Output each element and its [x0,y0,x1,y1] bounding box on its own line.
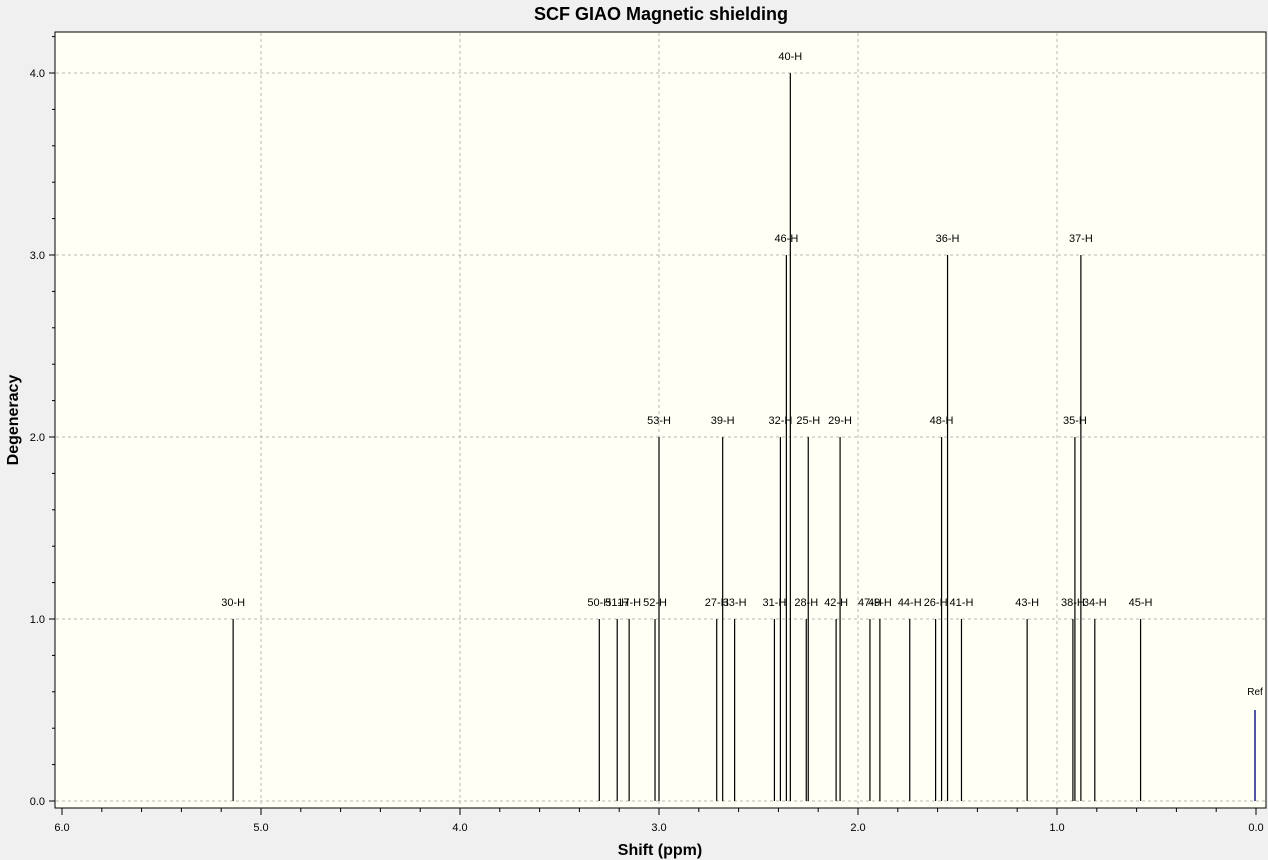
y-tick-label: 4.0 [30,68,45,80]
y-tick-label: 0.0 [30,796,45,808]
peak-label-17-H: 17-H [617,597,641,609]
peak-label-49-H: 49-H [868,597,892,609]
peak-label-30-H: 30-H [221,597,245,609]
peak-label-25-H: 25-H [796,415,820,427]
reference-label: Ref [1247,687,1263,698]
y-axis-label: Degeneracy [5,375,22,466]
x-axis-label: Shift (ppm) [618,842,702,859]
peak-label-52-H: 52-H [643,597,667,609]
chart-title: SCF GIAO Magnetic shielding [534,4,788,24]
x-tick-label: 3.0 [651,822,666,834]
peak-label-42-H: 42-H [824,597,848,609]
peak-label-26-H: 26-H [924,597,948,609]
peak-label-35-H: 35-H [1063,415,1087,427]
peak-label-37-H: 37-H [1069,233,1093,245]
grid-lines [56,33,1265,807]
peak-label-36-H: 36-H [936,233,960,245]
x-tick-label: 1.0 [1049,822,1064,834]
peak-label-33-H: 33-H [723,597,747,609]
peak-label-34-H: 34-H [1083,597,1107,609]
peak-label-40-H: 40-H [778,51,802,63]
x-tick-label: 6.0 [54,822,69,834]
x-tick-label: 5.0 [253,822,268,834]
peak-label-38-H: 38-H [1061,597,1085,609]
peak-label-47-H: 47-H [858,597,882,609]
peak-label-32-H: 32-H [768,415,792,427]
peak-label-31-H: 31-H [762,597,786,609]
peak-label-43-H: 43-H [1015,597,1039,609]
peak-label-41-H: 41-H [950,597,974,609]
peak-label-51-H: 51-H [605,597,629,609]
peak-label-28-H: 28-H [794,597,818,609]
peaks: 30-H 50-H51-H17-H 52-H53-H27-H39-H33-H 31-H… [221,51,1263,801]
plot-area [54,31,1267,809]
axes: 6.0 5.0 4.0 3.0 2.0 1.0 0.0 0.0 1.0 2.0 3.0 4.0 [30,36,1264,834]
y-tick-label: 3.0 [30,250,45,262]
peak-label-29-H: 29-H [828,415,852,427]
peak-label-39-H: 39-H [711,415,735,427]
x-tick-label: 4.0 [452,822,467,834]
x-tick-label: 2.0 [850,822,865,834]
peak-label-50-H: 50-H [587,597,611,609]
x-tick-label: 0.0 [1248,822,1263,834]
peak-label-45-H: 45-H [1129,597,1153,609]
y-tick-label: 2.0 [30,432,45,444]
peak-label-46-H: 46-H [774,233,798,245]
y-tick-label: 1.0 [30,614,45,626]
peak-label-44-H: 44-H [898,597,922,609]
peak-label-48-H: 48-H [930,415,954,427]
peak-label-53-H: 53-H [647,415,671,427]
